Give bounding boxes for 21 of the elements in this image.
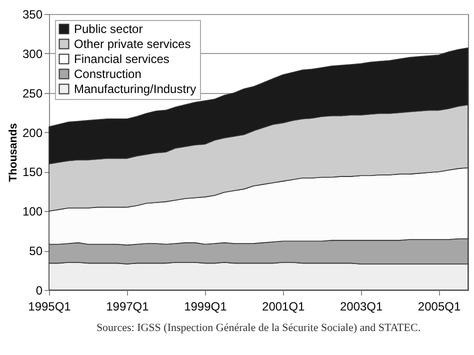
x-tick-label: 1995Q1 — [28, 300, 72, 314]
legend-label: Construction — [74, 67, 142, 81]
x-tick-label: 2001Q1 — [262, 300, 306, 314]
y-axis-title: Thousands — [7, 123, 20, 182]
y-tick-label: 350 — [22, 8, 43, 22]
y-tick-label: 250 — [22, 86, 43, 100]
legend-label: Other private services — [74, 37, 191, 51]
y-tick-label: 150 — [22, 165, 43, 180]
x-tick-label: 2003Q1 — [340, 300, 383, 314]
y-tick-label: 300 — [22, 46, 43, 61]
legend-label: Financial services — [74, 52, 170, 66]
legend-label: Public sector — [74, 22, 143, 36]
y-tick-label: 50 — [29, 244, 43, 258]
legend-label: Manufacturing/Industry — [74, 82, 196, 96]
y-tick-label: 0 — [36, 284, 43, 298]
x-tick-label: 1999Q1 — [184, 300, 228, 314]
x-tick-label: 2005Q1 — [418, 300, 461, 314]
x-tick-label: 1997Q1 — [106, 300, 150, 314]
y-tick-label: 100 — [22, 204, 43, 219]
source-note: Sources: IGSS (Inspection Générale de la Sécurite Sociale) and STATEC. — [96, 322, 421, 334]
y-tick-label: 200 — [22, 126, 43, 140]
